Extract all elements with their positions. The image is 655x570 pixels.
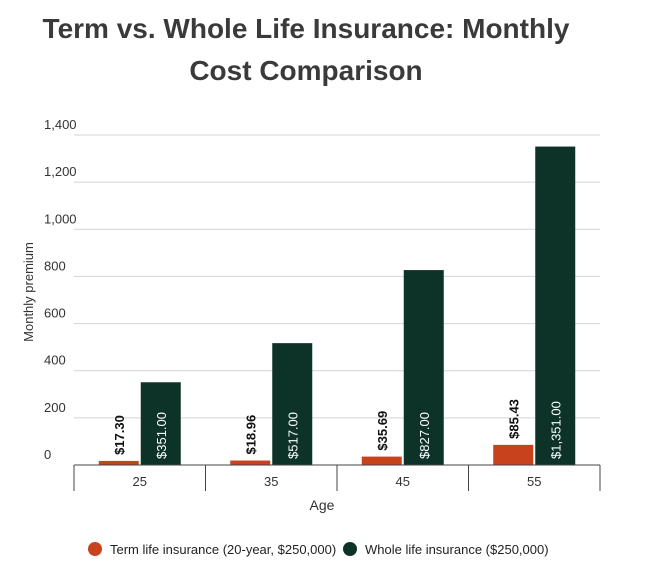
legend: Term life insurance (20-year, $250,000) W…	[88, 542, 549, 557]
legend-swatch-term	[88, 542, 102, 556]
bar-term-age-35	[230, 460, 271, 465]
y-tick-label: 1,400	[44, 117, 77, 132]
data-label-term-age-35: $18.96	[243, 415, 258, 455]
bar-whole-age-25	[140, 382, 181, 465]
x-axis: 25 35 45 55	[73, 464, 601, 491]
bar-labels: $17.30 $351.00 $18.96 $517.00 $35.69 $827.00 $…	[112, 399, 564, 459]
legend-label-term: Term life insurance (20-year, $250,000)	[110, 542, 336, 557]
y-tick-label: 400	[44, 353, 66, 368]
bar-term-age-25	[98, 460, 139, 465]
y-tick-label: 1,200	[44, 164, 77, 179]
legend-label-whole: Whole life insurance ($250,000)	[365, 542, 549, 557]
bar-term-age-55	[493, 444, 534, 465]
legend-swatch-whole	[343, 542, 357, 556]
x-tick-label: 35	[264, 474, 278, 489]
y-tick-label: 0	[44, 447, 51, 462]
y-axis-label: Monthly premium	[21, 242, 36, 342]
bars	[98, 146, 576, 466]
data-label-whole-age-25: $351.00	[154, 412, 169, 459]
data-label-whole-age-55: $1,351.00	[548, 401, 563, 459]
data-label-term-age-55: $85.43	[506, 399, 521, 439]
chart-title: Term vs. Whole Life Insurance: Monthly C…	[0, 8, 612, 92]
x-tick-label: 25	[133, 474, 147, 489]
y-tick-label: 200	[44, 400, 66, 415]
y-axis-ticks: 0 200 400 600 800 1,000 1,200 1,400	[44, 117, 77, 462]
bar-term-age-45	[361, 456, 402, 465]
data-label-term-age-45: $35.69	[375, 411, 390, 451]
x-tick-label: 55	[527, 474, 541, 489]
data-label-term-age-25: $17.30	[112, 415, 127, 455]
chart-title-line-2: Cost Comparison	[189, 55, 423, 86]
data-label-whole-age-45: $827.00	[417, 412, 432, 459]
y-tick-label: 1,000	[44, 211, 77, 226]
chart-title-line-1: Term vs. Whole Life Insurance: Monthly	[42, 13, 570, 44]
y-tick-label: 600	[44, 306, 66, 321]
x-axis-label: Age	[310, 497, 335, 513]
y-tick-label: 800	[44, 258, 66, 273]
bar-whole-age-35	[272, 343, 313, 465]
gridlines	[74, 134, 600, 419]
bar-whole-age-55	[535, 146, 576, 466]
x-tick-label: 45	[396, 474, 410, 489]
data-label-whole-age-35: $517.00	[285, 412, 300, 459]
bar-whole-age-45	[403, 270, 444, 465]
